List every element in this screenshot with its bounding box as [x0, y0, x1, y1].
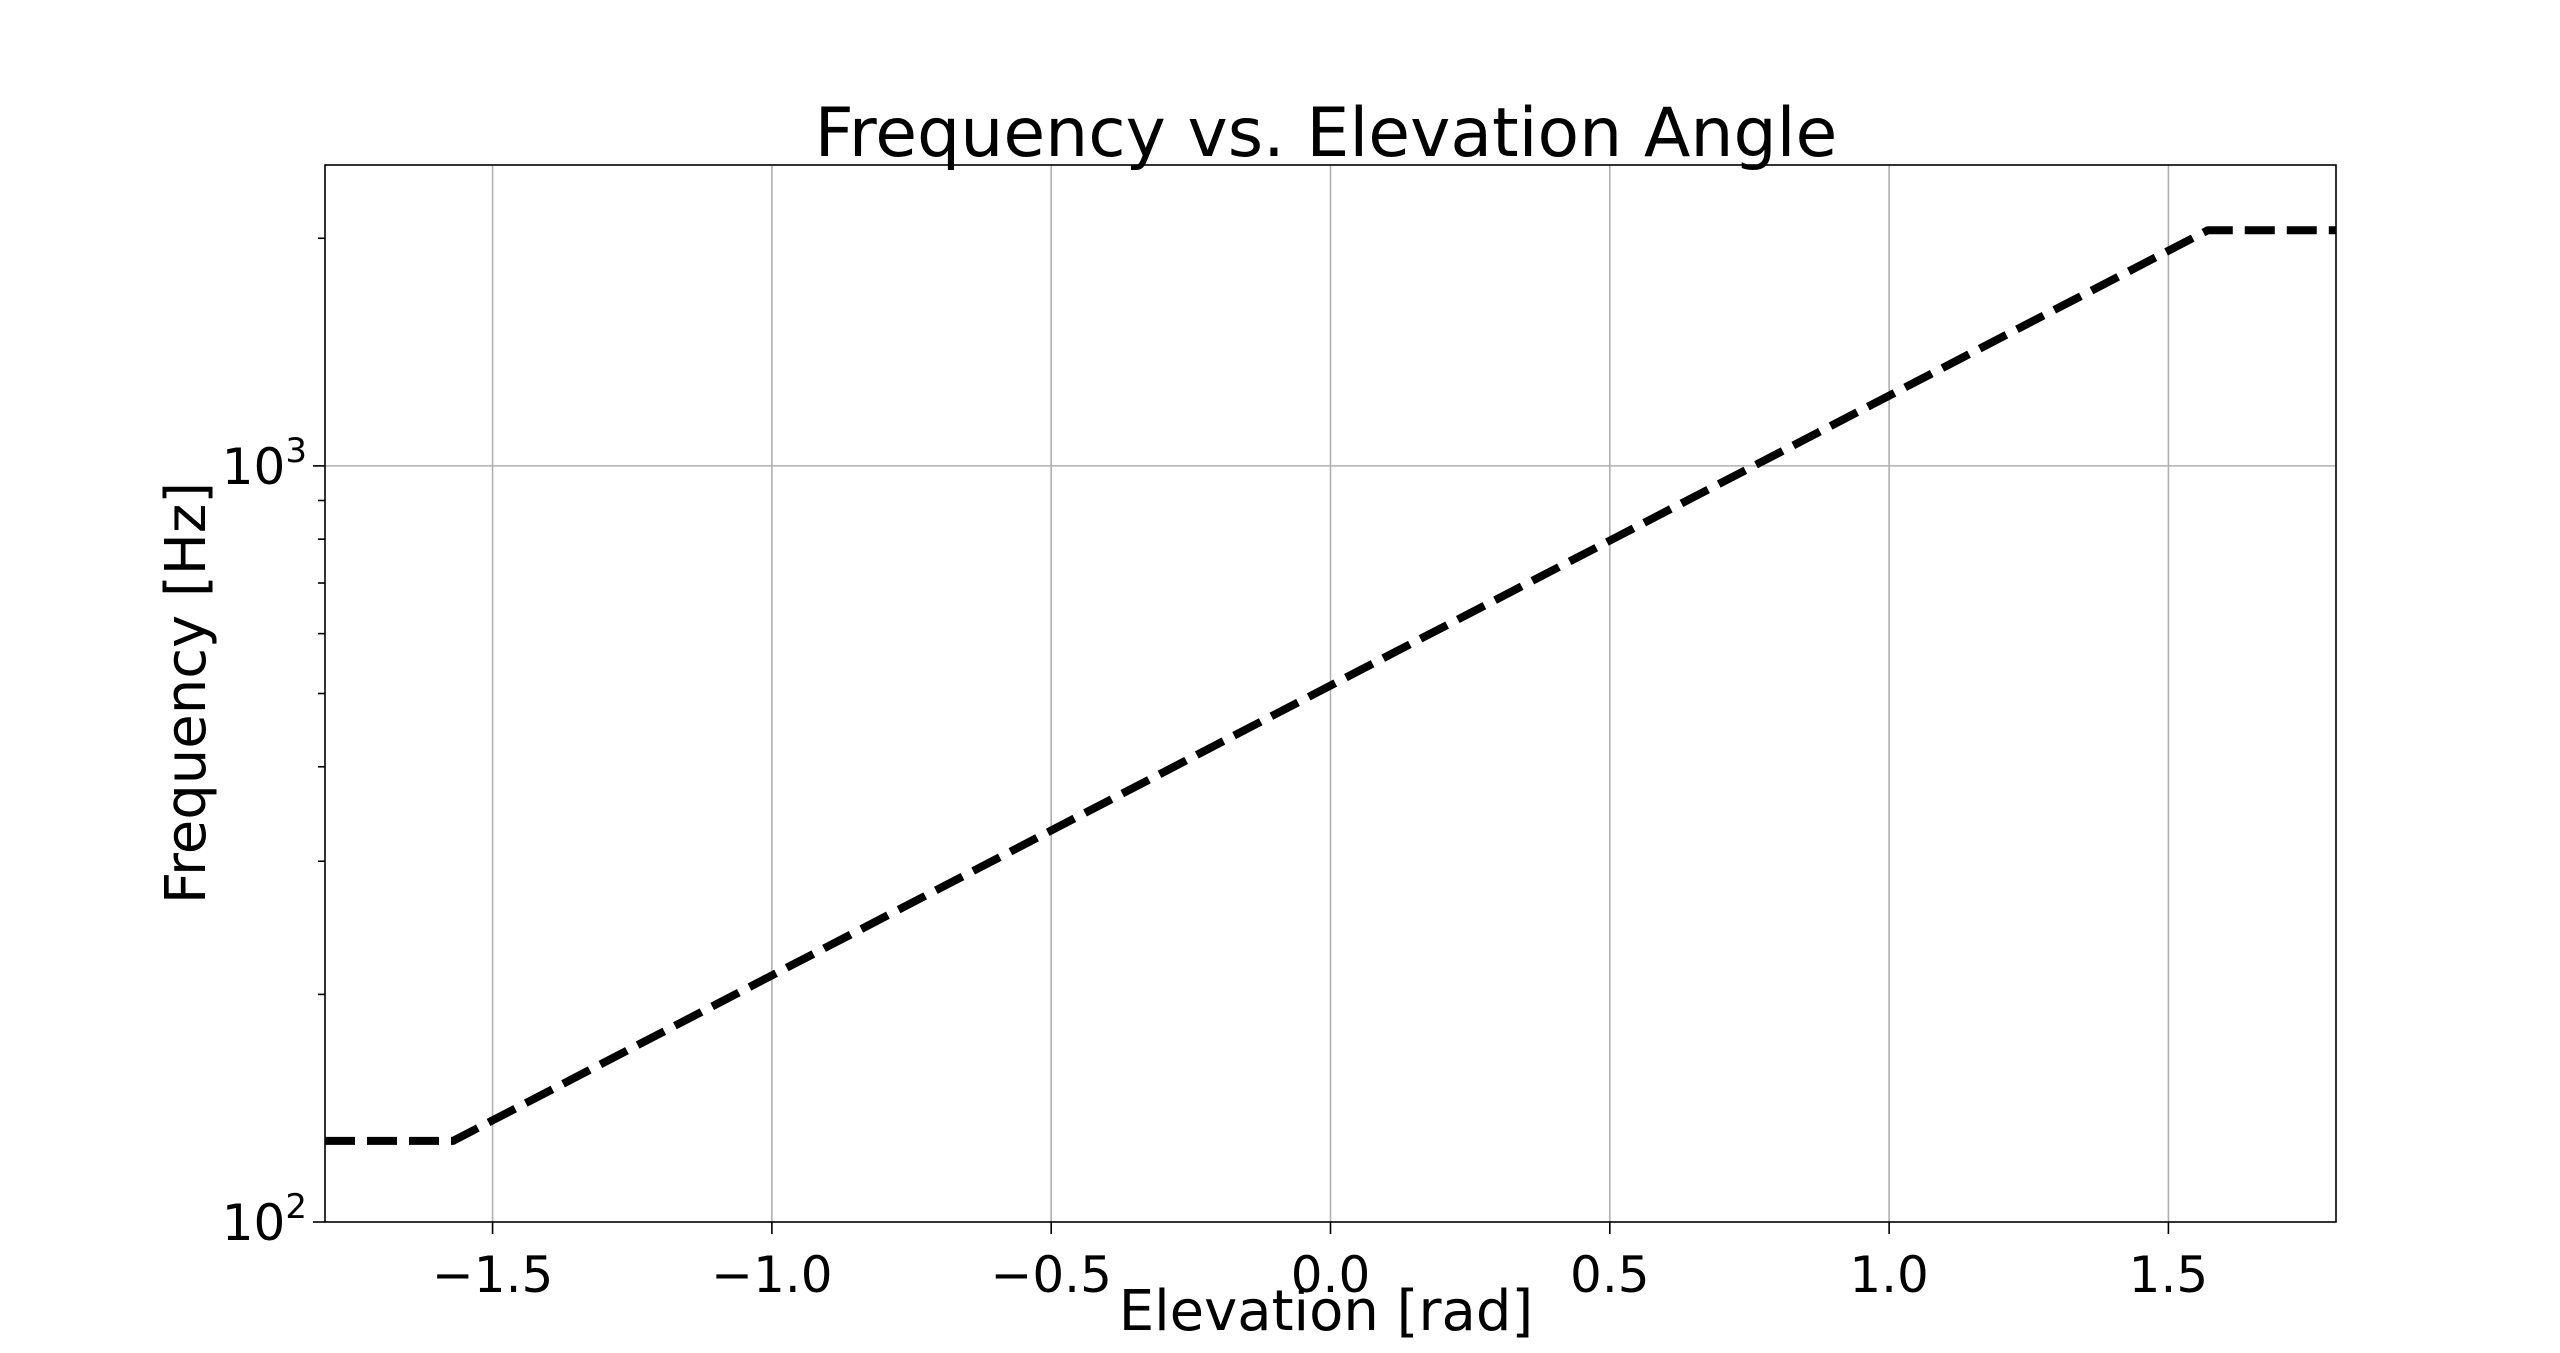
- series-layer: [325, 226, 2336, 1145]
- x-tick-label: −1.0: [711, 1246, 832, 1304]
- series-line: [325, 226, 2336, 1145]
- y-tick-exponent: 3: [285, 431, 307, 471]
- x-tick-label: 0.0: [1291, 1246, 1371, 1304]
- y-tick-label: 103: [222, 431, 307, 496]
- chart-title: Frequency vs. Elevation Angle: [815, 94, 1838, 173]
- x-axis-label: Elevation [rad]: [1119, 1279, 1534, 1344]
- y-tick-label: 102: [222, 1187, 307, 1252]
- y-axis-label: Frequency [Hz]: [154, 482, 219, 904]
- y-tick-exponent: 2: [285, 1187, 307, 1227]
- x-tick-label: −1.5: [432, 1246, 553, 1304]
- x-tick-label: 1.0: [1849, 1246, 1929, 1304]
- minor-ticks: [318, 237, 325, 996]
- x-axis-ticks: −1.5 −1.0 −0.5 0.0 0.5 1.0 1.5: [432, 1222, 2208, 1304]
- x-tick-label: 0.5: [1570, 1246, 1650, 1304]
- x-tick-label: −0.5: [990, 1246, 1111, 1304]
- y-tick-base: 10: [222, 1194, 286, 1252]
- grid-lines: [325, 165, 2336, 1222]
- y-tick-base: 10: [222, 438, 286, 496]
- x-tick-label: 1.5: [2129, 1246, 2209, 1304]
